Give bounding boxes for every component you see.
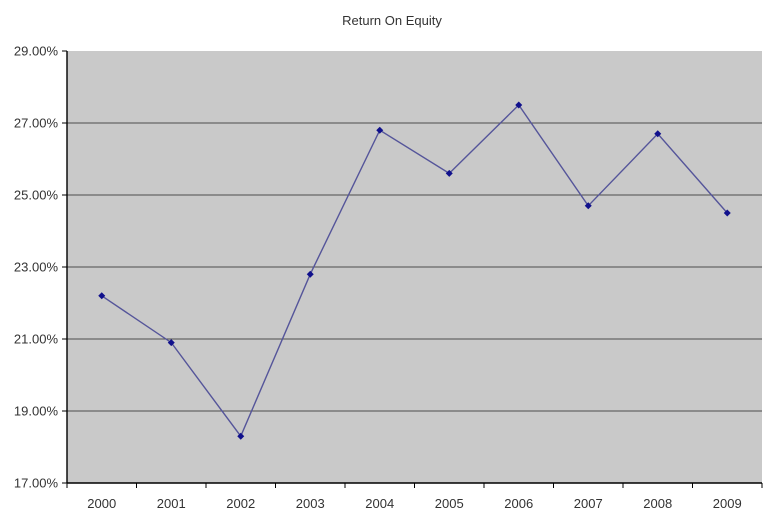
data-point-2004 bbox=[376, 126, 384, 134]
data-point-2005 bbox=[445, 169, 453, 177]
chart-title: Return On Equity bbox=[342, 13, 442, 28]
y-axis-label-0: 29.00% bbox=[14, 44, 59, 59]
x-axis-label-7: 2007 bbox=[574, 496, 603, 511]
x-axis-label-5: 2005 bbox=[435, 496, 464, 511]
y-axis-label-4: 21.00% bbox=[14, 332, 59, 347]
series-line-roe bbox=[101, 103, 728, 438]
data-point-2000 bbox=[98, 292, 106, 300]
x-axis-label-8: 2008 bbox=[643, 496, 672, 511]
data-point-2009 bbox=[723, 209, 731, 217]
data-point-2002 bbox=[237, 432, 245, 440]
x-axis-label-1: 2001 bbox=[157, 496, 186, 511]
y-axis-label-6: 17.00% bbox=[14, 476, 59, 491]
data-point-2008 bbox=[654, 130, 662, 138]
data-point-2001 bbox=[167, 339, 175, 347]
y-axis-label-2: 25.00% bbox=[14, 188, 59, 203]
data-point-2007 bbox=[584, 202, 592, 210]
data-point-2003 bbox=[306, 270, 314, 278]
x-axis-label-3: 2003 bbox=[296, 496, 325, 511]
x-axis-label-0: 2000 bbox=[87, 496, 116, 511]
y-axis-label-3: 23.00% bbox=[14, 260, 59, 275]
data-point-2006 bbox=[515, 101, 523, 109]
x-axis-label-6: 2006 bbox=[504, 496, 533, 511]
y-axis-label-1: 27.00% bbox=[14, 116, 59, 131]
x-axis-label-4: 2004 bbox=[365, 496, 394, 511]
x-axis-label-2: 2002 bbox=[226, 496, 255, 511]
x-axis-label-9: 2009 bbox=[713, 496, 742, 511]
y-axis-label-5: 19.00% bbox=[14, 404, 59, 419]
